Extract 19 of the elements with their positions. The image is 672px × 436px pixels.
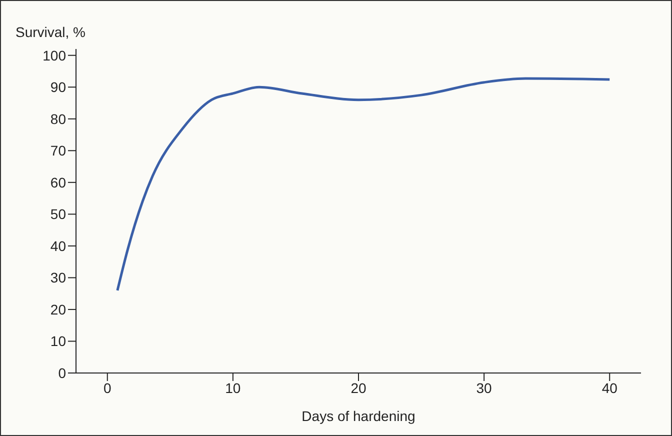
y-axis-title: Survival, % — [15, 24, 86, 40]
x-tick-label: 40 — [602, 380, 618, 396]
y-tick-label: 60 — [50, 174, 66, 190]
y-tick-label: 90 — [50, 79, 66, 96]
y-tick-label: 50 — [50, 206, 66, 222]
x-tick-label: 30 — [476, 380, 492, 396]
y-tick-label: 70 — [50, 142, 66, 159]
y-tick-label: 30 — [50, 270, 66, 286]
y-tick-label: 100 — [42, 47, 66, 64]
y-tick-label: 40 — [50, 238, 66, 254]
y-tick-label: 0 — [58, 364, 66, 381]
x-tick-label: 20 — [350, 380, 366, 396]
y-tick-label: 20 — [50, 301, 66, 318]
x-tick-label: 10 — [225, 380, 241, 396]
y-tick-label: 10 — [50, 333, 66, 350]
x-tick-label: 0 — [103, 380, 112, 396]
x-axis-title: Days of hardening — [302, 408, 416, 424]
line-series — [116, 77, 611, 292]
y-tick-label: 80 — [50, 110, 66, 127]
